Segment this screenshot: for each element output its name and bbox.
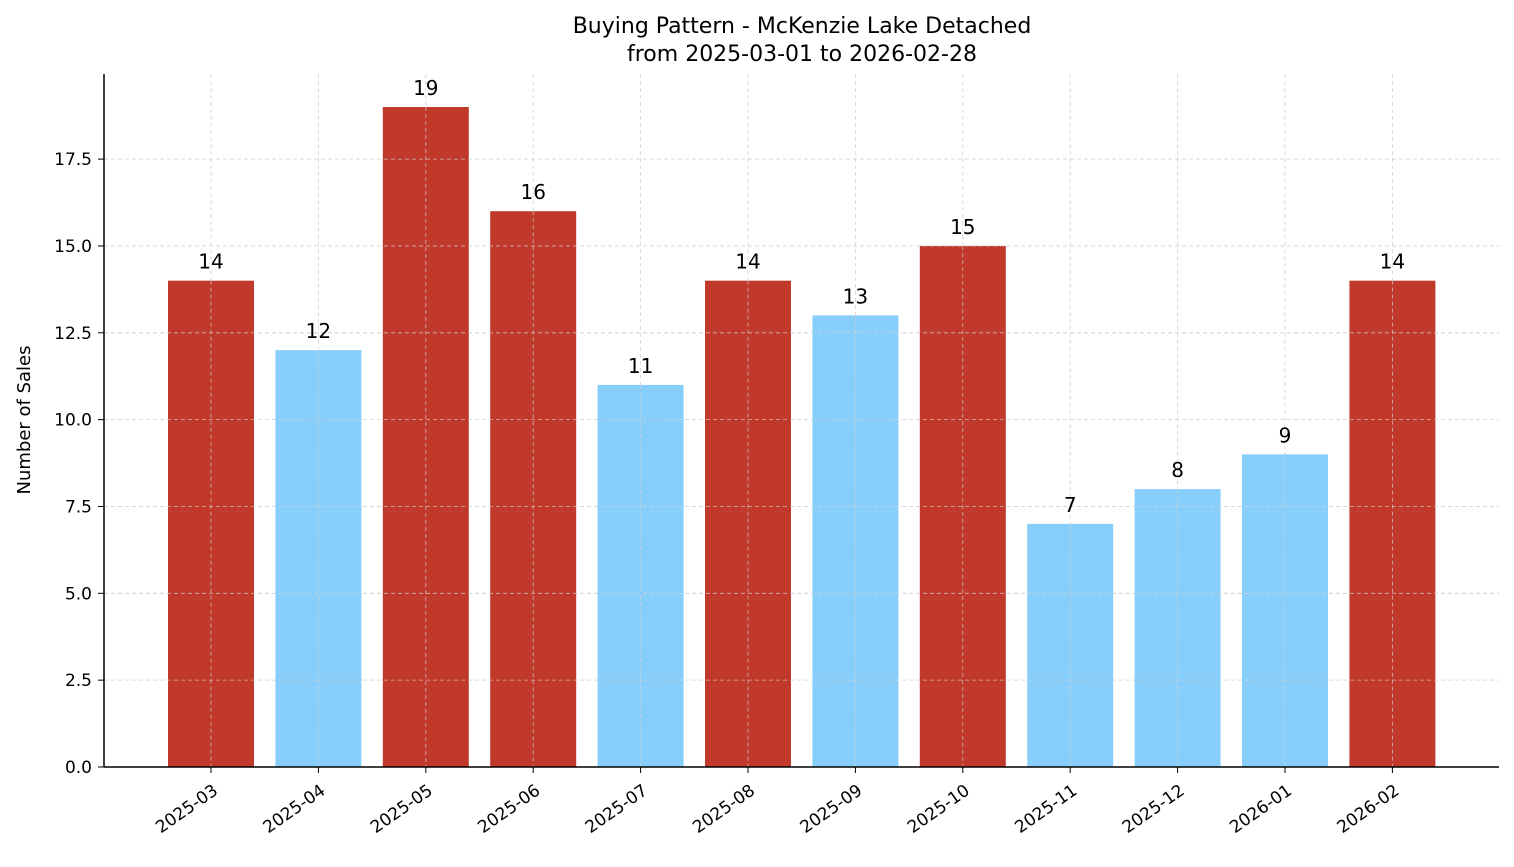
x-tick-label: 2025-09 — [797, 781, 867, 838]
x-tick-label: 2025-05 — [367, 781, 437, 838]
x-tick-label: 2025-12 — [1119, 781, 1189, 838]
data-label: 13 — [843, 284, 868, 308]
x-ticks: 2025-03 2025-04 2025-05 2025-06 2025-07 2025-… — [152, 767, 1403, 838]
chart-subtitle: from 2025-03-01 to 2026-02-28 — [627, 42, 977, 67]
data-label: 8 — [1171, 458, 1184, 482]
y-tick-label: 10.0 — [54, 411, 92, 431]
bar — [168, 280, 254, 767]
data-label: 15 — [950, 215, 975, 239]
y-tick-label: 5.0 — [65, 584, 92, 604]
data-label: 7 — [1064, 493, 1077, 517]
data-label: 19 — [413, 76, 438, 100]
data-label: 14 — [1380, 250, 1405, 274]
y-tick-label: 15.0 — [54, 237, 92, 257]
data-label: 16 — [520, 180, 545, 204]
data-label: 11 — [628, 354, 653, 378]
data-label: 9 — [1279, 423, 1292, 447]
bar — [1349, 280, 1436, 767]
y-tick-label: 7.5 — [65, 497, 92, 517]
data-labels: 14 12 19 16 11 14 13 15 7 8 9 14 — [198, 76, 1405, 517]
x-tick-label: 2025-03 — [152, 781, 222, 838]
y-tick-label: 2.5 — [65, 671, 92, 691]
data-label: 12 — [306, 319, 331, 343]
x-tick-label: 2025-08 — [689, 781, 759, 838]
bar — [1134, 489, 1221, 767]
bars — [104, 107, 1499, 768]
x-tick-label: 2025-11 — [1011, 781, 1081, 838]
bar — [275, 350, 362, 767]
x-tick-label: 2025-06 — [474, 781, 544, 838]
x-tick-label: 2025-04 — [260, 781, 330, 838]
chart-title: Buying Pattern - McKenzie Lake Detached — [573, 14, 1032, 39]
x-tick-label: 2025-10 — [904, 781, 974, 838]
x-tick-label: 2025-07 — [582, 781, 652, 838]
data-label: 14 — [198, 250, 223, 274]
x-tick-label: 2026-02 — [1334, 781, 1404, 838]
y-ticks: 0.0 2.5 5.0 7.5 10.0 12.5 15.0 17.5 — [54, 150, 104, 778]
x-tick-label: 2026-01 — [1226, 781, 1296, 838]
y-tick-label: 17.5 — [54, 150, 92, 170]
y-tick-label: 0.0 — [65, 758, 92, 778]
data-label: 14 — [735, 250, 760, 274]
bar — [705, 280, 791, 767]
y-tick-label: 12.5 — [54, 324, 92, 344]
y-axis-label: Number of Sales — [14, 345, 35, 494]
